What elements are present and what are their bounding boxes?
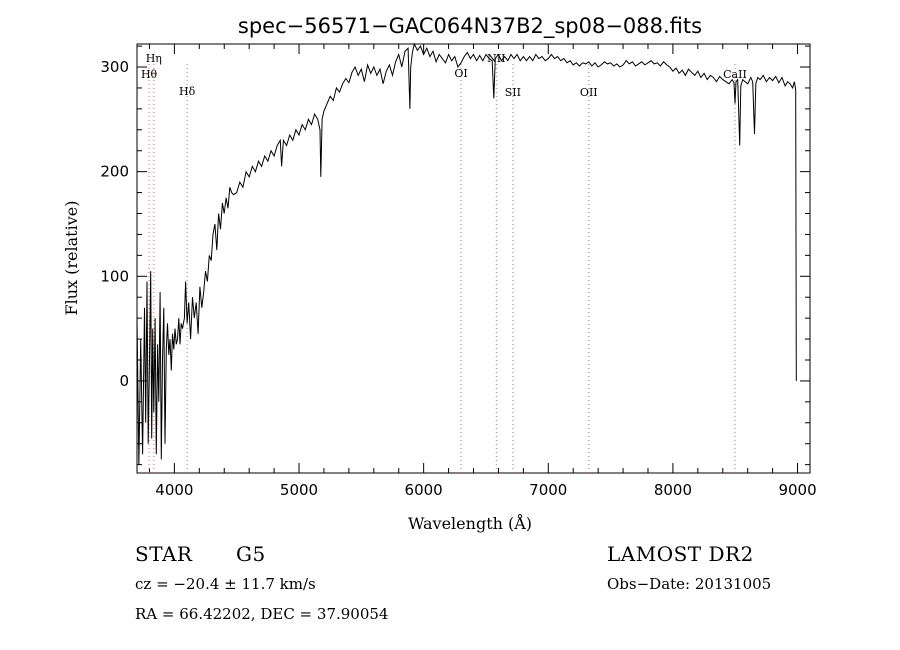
survey-name: LAMOST DR2: [607, 542, 754, 566]
line-marker-label: NII: [487, 52, 505, 65]
y-tick-label: 0: [119, 372, 129, 390]
spectral-subclass: G5: [236, 542, 266, 566]
y-tick-label: 300: [100, 58, 129, 76]
y-tick-label: 100: [100, 267, 129, 285]
plot-frame: [136, 43, 811, 474]
line-marker-label: Hδ: [179, 85, 196, 98]
x-tick-label: 4000: [155, 481, 193, 499]
redshift-value: cz = −20.4 ± 11.7 km/s: [135, 575, 316, 593]
line-marker-label: OI: [454, 67, 467, 80]
line-marker-label: OII: [580, 86, 598, 99]
x-axis-label: Wavelength (Å): [408, 513, 532, 533]
plot-area: 4000 5000 6000 7000 8000 9000 0 100 200 300 Hη Hθ Hδ…: [100, 42, 817, 499]
x-tick-label: 5000: [280, 481, 318, 499]
observation-date: Obs−Date: 20131005: [607, 575, 772, 593]
chart-title: spec−56571−GAC064N37B2_sp08−088.fits: [238, 14, 702, 39]
object-type: STAR: [135, 542, 193, 566]
line-marker-label: SII: [505, 86, 521, 99]
coordinates: RA = 66.42202, DEC = 37.90054: [135, 605, 389, 623]
y-axis-label: Flux (relative): [62, 201, 81, 316]
line-marker-label: Hη: [146, 52, 162, 65]
line-marker-label: CaII: [723, 68, 747, 81]
x-tick-label: 8000: [654, 481, 692, 499]
x-tick-label: 9000: [778, 481, 816, 499]
line-marker-label: Hθ: [141, 68, 158, 81]
x-tick-label: 7000: [529, 481, 567, 499]
x-tick-label: 6000: [405, 481, 443, 499]
y-tick-label: 200: [100, 163, 129, 181]
spectrum-line: [136, 42, 797, 465]
